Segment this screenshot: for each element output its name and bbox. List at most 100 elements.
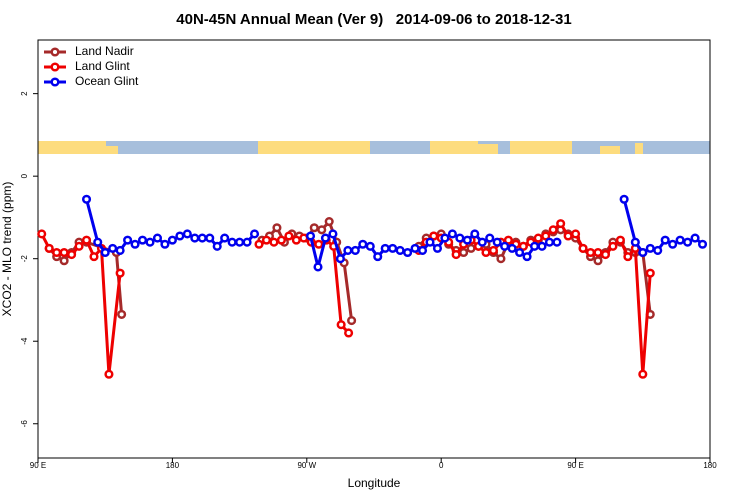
chart-title: 40N-45N Annual Mean (Ver 9) 2014-09-06 t… (176, 11, 571, 28)
data-point (182, 229, 192, 239)
data-point (284, 231, 294, 241)
data-point (137, 235, 148, 245)
data-point (563, 231, 573, 241)
data-point (459, 247, 469, 258)
data-point (619, 194, 629, 204)
data-point (432, 243, 443, 253)
data-point (81, 235, 92, 245)
data-point (496, 254, 506, 264)
data-point (552, 237, 562, 247)
data-point (344, 328, 354, 338)
data-point (485, 233, 495, 243)
data-point (167, 235, 177, 245)
data-point (365, 241, 375, 251)
data-point (571, 229, 581, 239)
data-point (220, 233, 230, 243)
data-point (249, 229, 260, 239)
data-point (328, 229, 338, 239)
data-point (343, 245, 353, 255)
data-point (81, 194, 92, 204)
data-point (638, 247, 648, 258)
data-point (585, 247, 596, 258)
data-point (335, 254, 345, 264)
data-point (638, 369, 648, 379)
x-tick-label: 180 (703, 461, 717, 470)
data-point (518, 241, 528, 251)
data-point (313, 262, 323, 272)
plot-frame (37, 39, 711, 459)
data-point (447, 229, 457, 239)
data-point (108, 243, 118, 253)
data-point (93, 237, 103, 247)
data-point (548, 225, 558, 235)
data-point (541, 231, 551, 241)
data-point (470, 229, 480, 239)
data-point (67, 250, 77, 260)
data-point (417, 245, 428, 255)
data-point (440, 233, 450, 243)
data-point (380, 243, 390, 253)
data-point (123, 235, 133, 245)
data-point (507, 243, 517, 253)
data-point (451, 250, 461, 260)
data-point (578, 243, 588, 253)
legend-label: Ocean Glint (75, 74, 139, 88)
legend-marker (50, 47, 60, 57)
data-point (410, 243, 420, 253)
data-point (690, 233, 700, 243)
data-point (697, 239, 708, 249)
data-point (115, 268, 125, 278)
data-point (205, 233, 215, 243)
data-point (373, 252, 383, 262)
data-point (309, 223, 319, 233)
data-point (615, 235, 625, 245)
y-tick-label: -6 (20, 420, 29, 428)
data-point (608, 241, 618, 251)
data-point (175, 231, 185, 241)
legend-label: Land Glint (75, 59, 130, 73)
x-axis-label: Longitude (348, 476, 401, 490)
x-tick-label: 90 E (567, 461, 583, 470)
data-point (117, 309, 127, 319)
data-point (317, 225, 327, 235)
x-tick-label: 180 (166, 461, 180, 470)
data-point (455, 233, 465, 243)
data-point (59, 256, 69, 266)
data-point (600, 250, 611, 260)
data-point (59, 247, 69, 258)
data-point (462, 235, 472, 245)
data-point (145, 237, 155, 247)
data-point (403, 247, 413, 258)
data-point (272, 223, 282, 233)
data-point (556, 219, 566, 229)
data-point (115, 245, 125, 255)
data-point (324, 217, 334, 227)
y-axis-label: XCO2 - MLO trend (ppm) (0, 182, 14, 317)
data-point (197, 233, 207, 243)
y-tick-label: 0 (20, 173, 29, 178)
data-point (488, 245, 499, 255)
data-point (152, 233, 163, 243)
data-point (529, 241, 540, 251)
data-point (675, 235, 685, 245)
data-point (37, 229, 47, 239)
data-point (89, 252, 99, 262)
data-point (261, 235, 272, 245)
data-point (269, 237, 279, 247)
data-point (314, 239, 324, 249)
data-point (212, 241, 222, 251)
data-point (645, 268, 655, 278)
data-point (74, 241, 84, 251)
x-tick-label: 90 E (30, 461, 46, 470)
data-point (660, 235, 670, 245)
data-point (533, 233, 543, 243)
data-point (276, 235, 286, 245)
data-point (235, 237, 245, 247)
data-point (291, 235, 301, 245)
data-point (522, 252, 532, 262)
data-point (100, 247, 110, 258)
data-point (429, 231, 439, 241)
y-tick-label: -4 (20, 337, 29, 345)
data-point (593, 247, 603, 258)
data-point (683, 237, 693, 247)
